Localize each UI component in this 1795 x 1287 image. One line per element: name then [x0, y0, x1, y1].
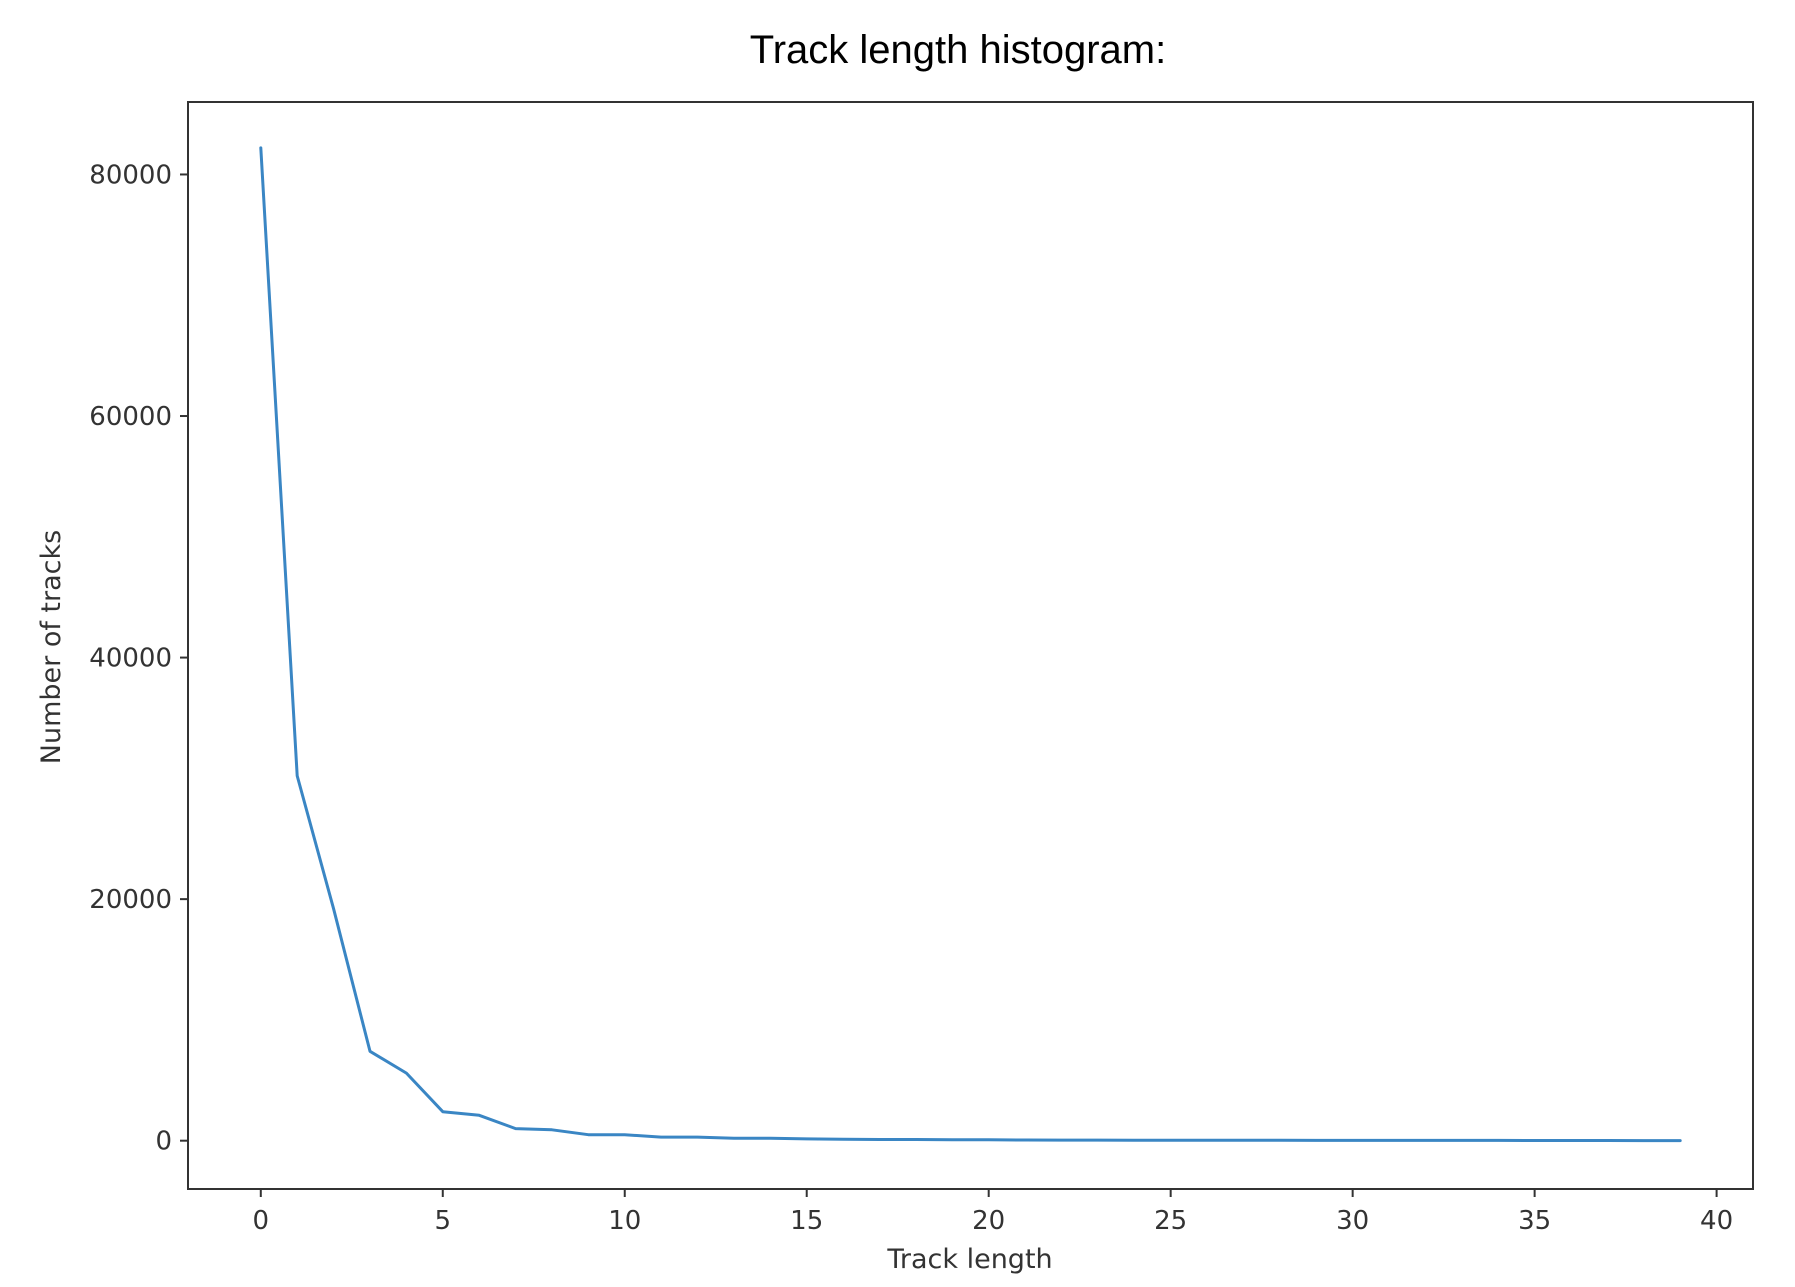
y-tick-label: 40000 [89, 644, 172, 674]
x-axis-ticks: 0 5 10 15 20 25 30 35 40 [253, 1189, 1733, 1236]
x-tick-label: 15 [790, 1206, 823, 1236]
y-axis-label: Number of tracks [36, 530, 67, 764]
x-tick-label: 20 [972, 1206, 1005, 1236]
y-tick-label: 60000 [89, 402, 172, 432]
plot-area [187, 101, 1754, 1190]
x-axis-label: Track length [886, 1244, 1052, 1275]
x-tick-label: 5 [434, 1206, 451, 1236]
y-tick-label: 80000 [89, 160, 172, 190]
x-tick-label: 40 [1700, 1206, 1733, 1236]
series-line [259, 146, 1682, 1143]
y-tick-label: 20000 [89, 885, 172, 915]
x-tick-label: 30 [1336, 1206, 1369, 1236]
x-tick-label: 25 [1154, 1206, 1187, 1236]
x-tick-label: 0 [253, 1206, 270, 1236]
x-tick-label: 35 [1518, 1206, 1551, 1236]
y-tick-label: 0 [155, 1127, 172, 1157]
x-tick-label: 10 [608, 1206, 641, 1236]
y-axis-ticks: 0 20000 40000 60000 80000 [89, 160, 188, 1157]
chart-title: Track length histogram: [750, 28, 1166, 72]
series-layer [259, 146, 1682, 1143]
